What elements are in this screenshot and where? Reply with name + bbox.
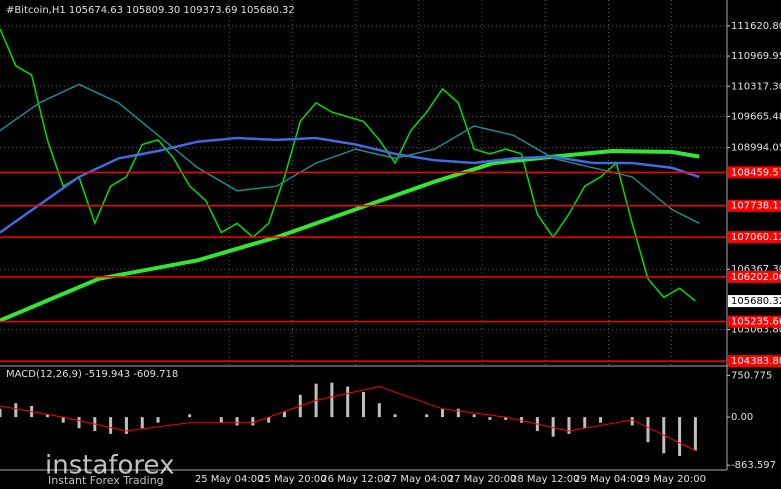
macd-bar — [251, 417, 255, 426]
y-tick-label: 111620.80 — [731, 21, 781, 32]
macd-bar — [124, 417, 128, 434]
x-tick-label: 29 May 20:00 — [637, 474, 706, 485]
level-label: 104383.80 — [731, 356, 781, 367]
macd-bar — [551, 417, 555, 437]
macd-bar — [583, 417, 587, 429]
level-label-box — [728, 315, 781, 328]
macd-bar — [267, 417, 271, 423]
macd-bar — [567, 417, 571, 434]
macd-bar — [109, 417, 113, 434]
watermark-tagline: Instant Forex Trading — [48, 474, 164, 487]
macd-bar — [140, 417, 144, 429]
macd-bar — [488, 417, 492, 420]
y-tick-label: -863.597 — [731, 460, 776, 471]
chart-title: #Bitcoin,H1 105674.63 105809.30 109373.6… — [6, 5, 295, 16]
level-label: 108459.57 — [731, 167, 781, 178]
macd-bar — [45, 414, 49, 418]
macd-bar — [504, 417, 508, 420]
x-tick-label: 27 May 20:00 — [448, 474, 517, 485]
x-tick-label: 26 May 12:00 — [321, 474, 390, 485]
macd-bar — [646, 417, 650, 443]
level-label: 105235.66 — [731, 317, 781, 328]
y-tick-label: 0.00 — [731, 412, 753, 423]
macd-bar — [156, 417, 160, 423]
macd-bar — [77, 417, 81, 429]
x-tick-label: 28 May 12:00 — [511, 474, 580, 485]
macd-bar — [330, 382, 334, 418]
macd-bar — [599, 417, 603, 423]
macd-bar — [377, 403, 381, 418]
macd-bar — [425, 414, 429, 418]
level-label-box — [728, 231, 781, 244]
macd-bar — [678, 417, 682, 457]
y-tick-label: 106367.30 — [731, 264, 781, 275]
x-tick-label: 29 May 04:00 — [574, 474, 643, 485]
macd-bar — [693, 417, 697, 451]
y-tick-label: 110969.95 — [731, 51, 781, 62]
macd-bar — [0, 408, 2, 418]
macd-bar — [61, 417, 65, 423]
level-label-box — [728, 355, 781, 368]
watermark-brand: instaforex — [45, 451, 174, 481]
macd-bar — [188, 414, 192, 418]
y-tick-label: 109665.48 — [731, 111, 781, 122]
macd-bar — [456, 408, 460, 418]
macd-bar — [14, 403, 18, 418]
x-tick-label: 25 May 20:00 — [258, 474, 327, 485]
level-label: 107738.11 — [731, 201, 781, 212]
macd-bar — [219, 417, 223, 423]
macd-bar — [235, 417, 239, 426]
last-price-box — [728, 295, 781, 308]
y-tick-label: 110317.30 — [731, 81, 781, 92]
macd-bar — [520, 417, 524, 423]
x-tick-label: 25 May 04:00 — [195, 474, 264, 485]
level-label-box — [728, 270, 781, 283]
macd-bar — [346, 386, 350, 418]
level-label: 107060.12 — [731, 232, 781, 243]
last-price-label: 105680.32 — [731, 296, 781, 307]
y-tick-label: 105063.80 — [731, 325, 781, 336]
macd-bar — [630, 417, 634, 426]
x-tick-label: 27 May 04:00 — [385, 474, 454, 485]
signal-line — [0, 385, 696, 451]
y-tick-label: 108994.05 — [731, 143, 781, 154]
y-tick-label: 750.775 — [731, 370, 772, 381]
price-line — [0, 148, 700, 323]
macd-bar — [393, 414, 397, 418]
level-label-box — [728, 166, 781, 179]
level-label: 106202.06 — [731, 272, 781, 283]
macd-bar — [472, 414, 476, 418]
price-line — [0, 28, 696, 302]
macd-bar — [282, 411, 286, 418]
level-label-box — [728, 199, 781, 212]
price-line — [0, 83, 700, 224]
macd-bar — [441, 408, 445, 418]
macd-title: MACD(12,26,9) -519.943 -609.718 — [6, 369, 178, 380]
price-line — [0, 136, 700, 234]
macd-bar — [362, 392, 365, 418]
